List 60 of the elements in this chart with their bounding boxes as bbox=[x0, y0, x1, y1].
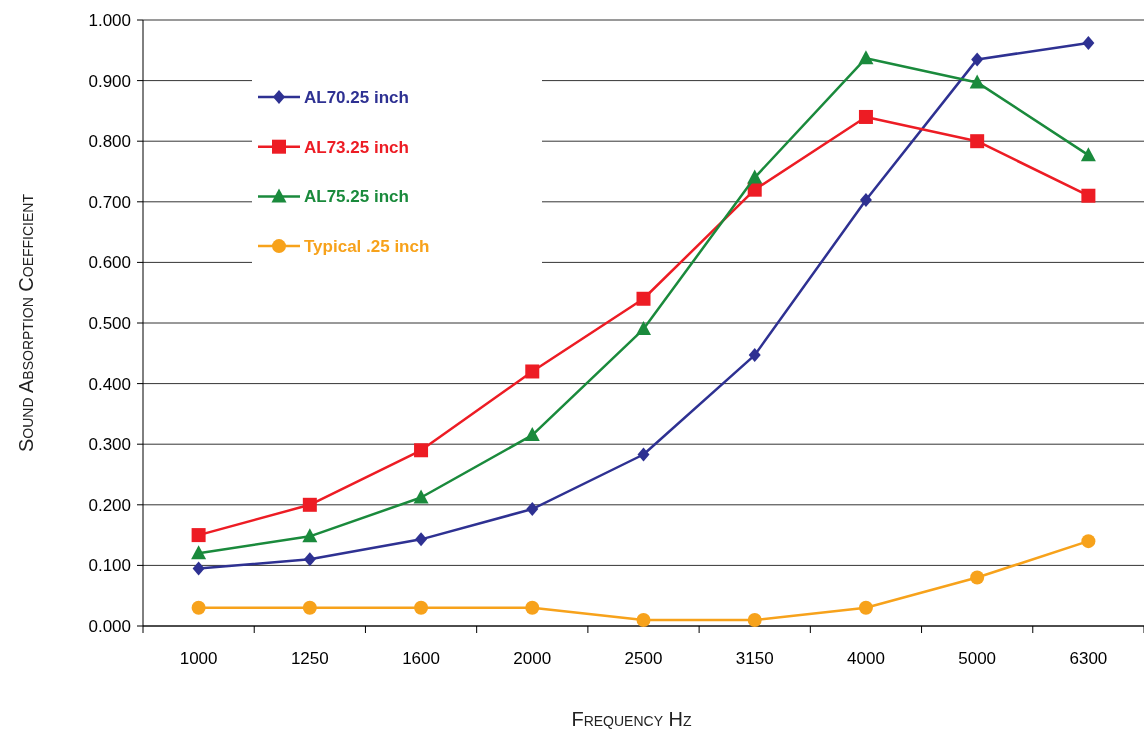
y-tick-label: 0.400 bbox=[88, 374, 131, 394]
x-tick-label: 3150 bbox=[735, 649, 774, 668]
x-tick-label: 1600 bbox=[402, 649, 440, 668]
point bbox=[1080, 147, 1096, 162]
point bbox=[526, 502, 539, 517]
point bbox=[525, 364, 540, 379]
point bbox=[414, 600, 429, 615]
point bbox=[859, 192, 872, 207]
point bbox=[525, 600, 540, 615]
point bbox=[191, 545, 207, 560]
y-tick-label: 0.700 bbox=[88, 192, 131, 212]
y-tick-label: 0.500 bbox=[88, 313, 131, 333]
y-tick-label: 0.600 bbox=[88, 253, 131, 273]
point bbox=[192, 561, 205, 576]
point bbox=[636, 291, 651, 306]
point bbox=[969, 74, 985, 89]
point bbox=[858, 600, 873, 615]
point bbox=[303, 552, 316, 567]
y-tick-label: 0.800 bbox=[88, 132, 131, 152]
y-tick-label: 0.300 bbox=[88, 435, 131, 455]
point bbox=[636, 612, 651, 627]
y-tick-label: 1.000 bbox=[88, 10, 131, 30]
legend-label: AL73.25 inch bbox=[304, 137, 409, 157]
x-tick-label: 5000 bbox=[958, 649, 997, 668]
point bbox=[191, 600, 206, 615]
point bbox=[970, 570, 985, 585]
y-tick-label: 0.100 bbox=[88, 556, 131, 576]
y-tick-label: 0.900 bbox=[88, 71, 131, 91]
point bbox=[636, 321, 651, 336]
point bbox=[748, 348, 761, 363]
point bbox=[524, 427, 540, 442]
point bbox=[302, 528, 318, 543]
point bbox=[747, 169, 763, 184]
point bbox=[747, 612, 762, 627]
y-axis-title: Sound Absorption Coefficient bbox=[15, 193, 37, 453]
y-tick-label: 0.000 bbox=[88, 616, 131, 636]
point bbox=[971, 52, 984, 67]
x-tick-label: 1000 bbox=[179, 649, 218, 668]
legend-label: Typical .25 inch bbox=[304, 237, 430, 257]
point bbox=[858, 50, 874, 65]
point bbox=[302, 497, 317, 512]
x-tick-label: 6300 bbox=[1069, 649, 1108, 668]
point bbox=[302, 600, 317, 615]
x-tick-label: 2000 bbox=[513, 649, 552, 668]
point bbox=[191, 528, 206, 543]
point bbox=[415, 532, 428, 547]
x-tick-label: 1250 bbox=[290, 649, 329, 668]
point bbox=[1082, 36, 1095, 51]
point bbox=[414, 443, 429, 458]
point bbox=[1081, 188, 1096, 203]
y-tick-label: 0.200 bbox=[88, 495, 131, 515]
x-tick-label: 4000 bbox=[847, 649, 885, 668]
x-tick-label: 2500 bbox=[624, 649, 663, 668]
legend-label: AL75.25 inch bbox=[304, 187, 409, 207]
legend-label: AL70.25 inch bbox=[304, 87, 409, 107]
point bbox=[970, 134, 985, 149]
point bbox=[637, 447, 650, 462]
point bbox=[858, 109, 873, 124]
point bbox=[1081, 534, 1096, 549]
point bbox=[413, 489, 429, 504]
